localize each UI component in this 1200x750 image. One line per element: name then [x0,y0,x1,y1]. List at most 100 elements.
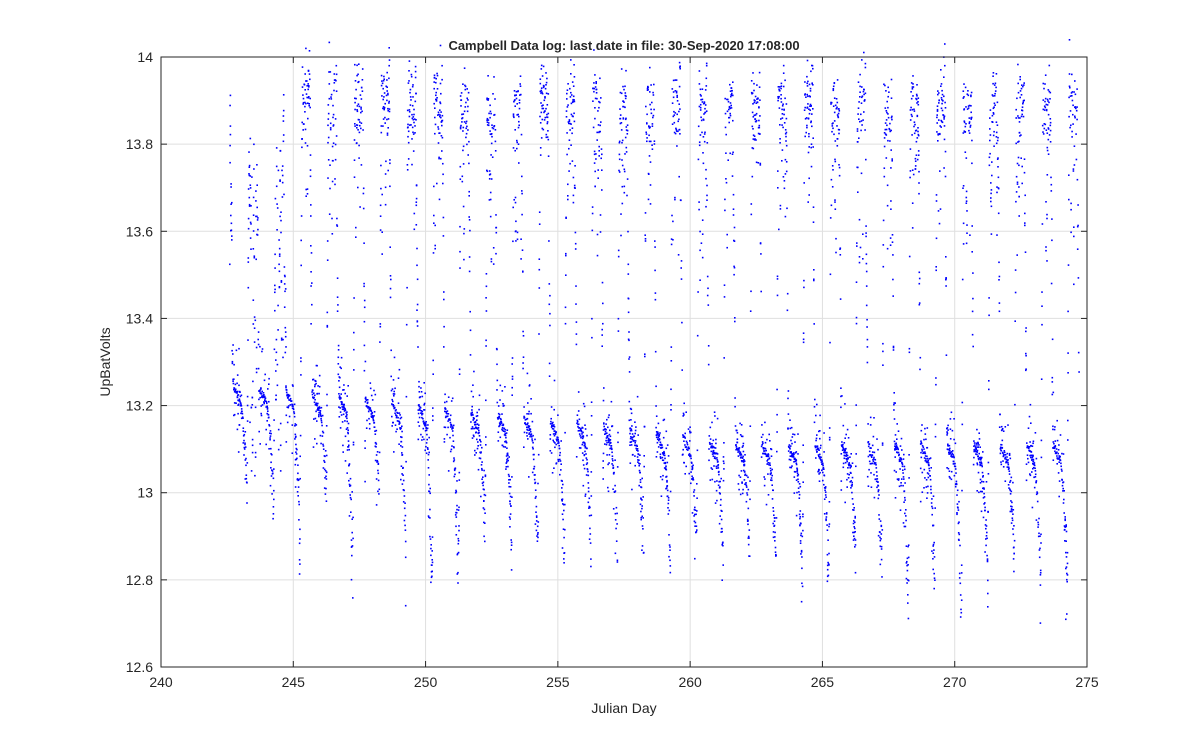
data-point [659,432,661,434]
data-point [693,520,696,523]
data-point [486,170,489,173]
data-point [442,235,445,237]
data-point [1033,464,1036,467]
data-point [970,118,972,120]
data-point [284,335,287,338]
data-point [659,476,662,478]
data-point [497,440,500,442]
data-point [1032,455,1034,457]
data-point [874,458,877,461]
data-point [381,95,383,97]
data-point [326,259,329,261]
data-point [399,414,401,416]
data-point [441,119,444,122]
data-point [611,455,614,457]
data-point [275,394,277,397]
data-point [808,112,811,115]
data-point [394,387,396,390]
data-point [710,467,713,469]
data-point [940,107,943,110]
data-point [277,329,279,331]
data-point [701,98,704,101]
data-point [447,396,450,398]
data-point [738,448,740,451]
data-point [377,472,380,475]
data-point [698,144,701,147]
data-point [854,531,856,533]
data-point [614,490,617,492]
data-point [450,424,453,426]
data-point [308,104,310,107]
data-point [819,447,822,449]
data-point [705,64,708,67]
data-point [794,441,796,443]
data-point [273,439,275,442]
data-point [935,266,937,268]
data-point [988,297,990,299]
data-point [606,432,608,434]
data-point [535,511,537,513]
data-point [877,485,880,487]
data-point [247,257,250,259]
data-point [644,355,646,358]
data-point [732,214,735,216]
data-point [600,157,602,160]
data-point [1047,113,1050,116]
data-point [967,105,970,107]
data-point [417,421,420,423]
data-point [339,407,341,409]
data-point [759,115,761,117]
data-point [336,225,339,227]
data-point [462,205,465,208]
data-point [390,389,393,392]
data-point [912,75,914,77]
data-point [244,446,247,448]
data-point [831,125,834,127]
data-point [679,133,681,135]
data-point [927,473,930,475]
data-point [552,428,555,430]
data-point [269,430,272,432]
data-point [608,433,611,436]
data-point [436,88,439,90]
data-point [638,464,640,467]
data-point [559,460,562,462]
data-point [230,222,233,225]
data-point [1026,442,1028,444]
data-point [514,201,517,204]
data-point [802,341,805,344]
data-point [298,542,301,545]
data-point [355,88,357,91]
data-point [670,388,672,391]
data-point [641,525,644,527]
data-point [935,194,938,196]
data-point [591,206,594,208]
data-point [232,380,234,382]
data-point [716,417,719,420]
data-point [564,528,566,531]
data-point [666,444,669,446]
data-point [1003,450,1006,452]
data-point [664,461,667,464]
data-point [830,101,833,104]
data-point [513,90,516,92]
data-point [859,96,861,98]
data-point [244,443,246,446]
data-point [545,84,547,86]
data-point [251,396,254,399]
data-point [284,290,286,293]
data-point [782,176,785,178]
data-point [565,274,567,276]
data-point [743,463,746,466]
data-point [438,113,440,116]
data-point [813,406,816,408]
data-point [292,407,295,410]
data-point [499,436,502,439]
data-point [740,454,743,456]
data-point [1021,109,1024,112]
data-point [570,102,573,105]
data-point [977,446,979,448]
data-point [937,140,939,142]
data-point [701,101,704,103]
data-point [1008,467,1010,470]
